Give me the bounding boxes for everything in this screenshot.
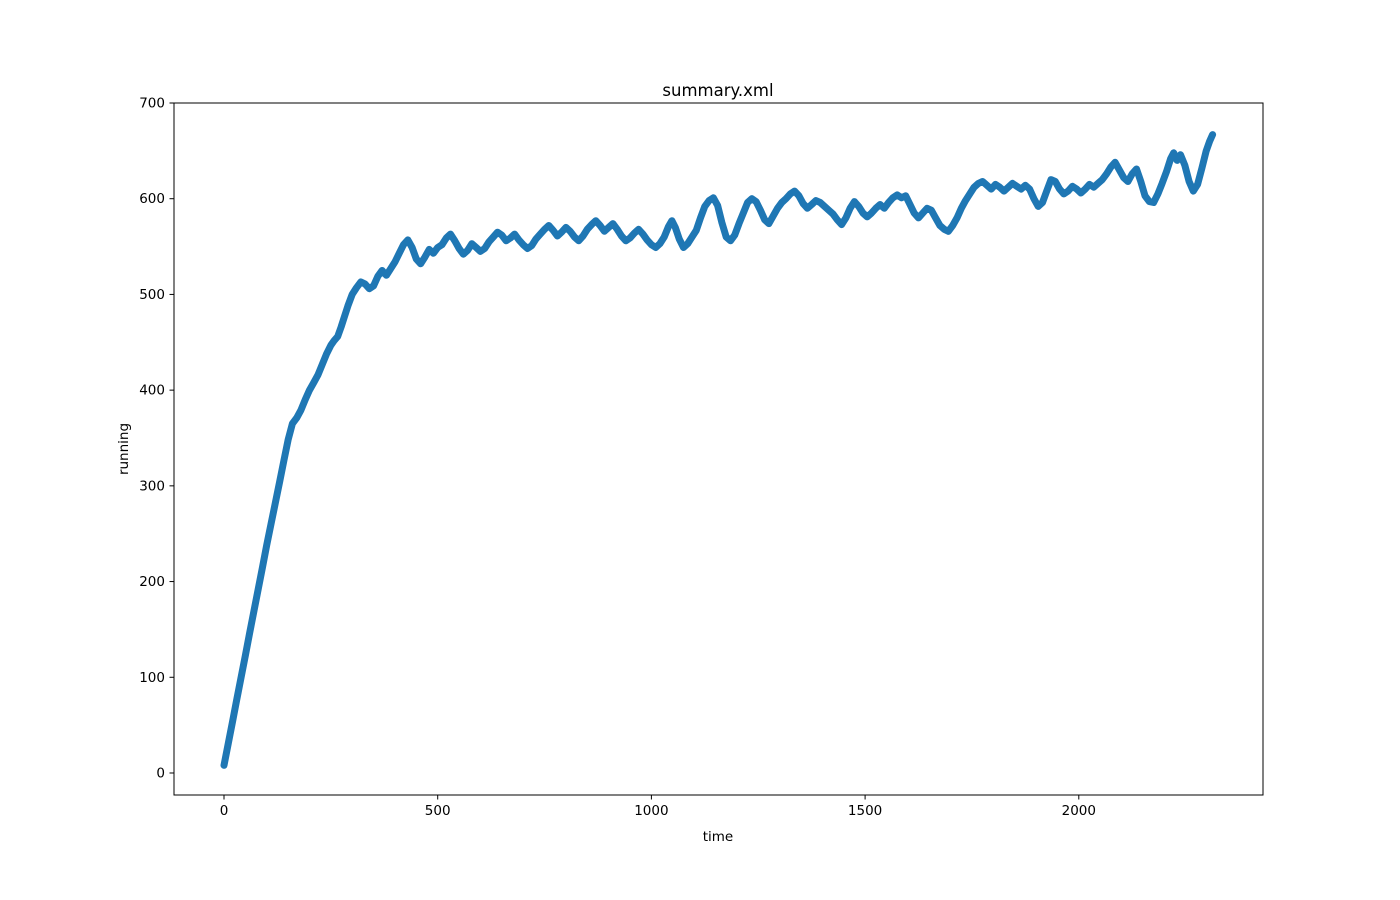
y-tick-label: 100 xyxy=(139,670,165,686)
y-axis-label: running xyxy=(116,423,132,475)
y-tick-label: 500 xyxy=(139,287,165,303)
chart-plot-area: 0 500 1000 1500 2000 0 100 200 300 400 500 600 700 xyxy=(139,96,1264,819)
chart-title: summary.xml xyxy=(662,81,773,100)
x-tick-label: 0 xyxy=(220,803,229,819)
x-tick-label: 1500 xyxy=(848,803,882,819)
axes-frame xyxy=(173,102,1264,796)
x-tick-label: 1000 xyxy=(634,803,668,819)
x-tick-label: 500 xyxy=(425,803,451,819)
y-tick-label: 400 xyxy=(139,383,165,399)
y-tick-label: 700 xyxy=(139,96,165,112)
y-tick-label: 300 xyxy=(139,478,165,494)
y-tick-label: 200 xyxy=(139,574,165,590)
y-tick-label: 600 xyxy=(139,191,165,207)
x-axis-label: time xyxy=(703,829,734,845)
data-series-running xyxy=(220,131,1217,769)
x-tick-label: 2000 xyxy=(1062,803,1096,819)
y-tick-label: 0 xyxy=(156,765,165,781)
